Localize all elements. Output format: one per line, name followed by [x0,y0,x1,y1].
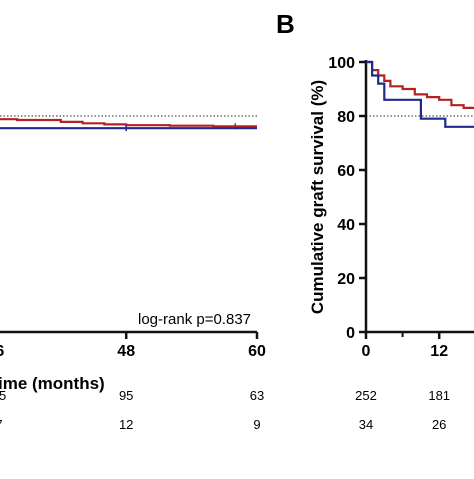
panel-a-x-tick-label: 48 [117,343,135,360]
panel-a-at-risk-value: 17 [0,417,3,432]
panel-b-x-tick-label: 12 [430,343,448,360]
panel-a-logrank-annotation: log-rank p=0.837 [138,311,251,328]
panel-b-at-risk-value: 34 [359,417,373,432]
panel-b-at-risk-value: 26 [432,417,446,432]
panel-b-y-tick-label: 40 [337,217,355,234]
panel-b-x-tick-label: 0 [362,343,371,360]
panel-b-y-tick-label: 60 [337,163,355,180]
panel-b-y-tick-label: 20 [337,271,355,288]
panel-b-survival-curve-2 [366,60,474,128]
panel-a-at-risk-value: 63 [250,388,264,403]
panel-a-at-risk-value: 95 [119,388,133,403]
panel-a-x-axis-title: ime (months) [0,374,105,393]
panel-a-at-risk-value: 12 [119,417,133,432]
panel-b-y-tick-label: 0 [346,325,355,342]
panel-b: B 0 20 40 60 80 100 0 252 34 12 181 26 Cumulative gr… [276,9,474,432]
panel-a: 2415223361251748951260639ime (months)log… [0,115,266,432]
panel-a-at-risk-value: 9 [253,417,260,432]
panel-b-y-axis-title: Cumulative graft survival (%) [308,80,327,314]
panel-a-at-risk-value: 125 [0,388,6,403]
panel-b-at-risk-value: 252 [355,388,377,403]
panel-b-at-risk-value: 181 [428,388,450,403]
panel-b-survival-curve-1 [366,60,474,109]
panel-a-x-tick-label: 36 [0,343,4,360]
panel-b-label: B [276,9,295,39]
panel-a-survival-curve-2 [0,127,257,130]
panel-a-x-tick-label: 60 [248,343,266,360]
panel-a-survival-curve-1 [0,118,257,128]
panel-b-y-tick-label: 80 [337,109,355,126]
panel-b-y-tick-label: 100 [328,55,355,72]
